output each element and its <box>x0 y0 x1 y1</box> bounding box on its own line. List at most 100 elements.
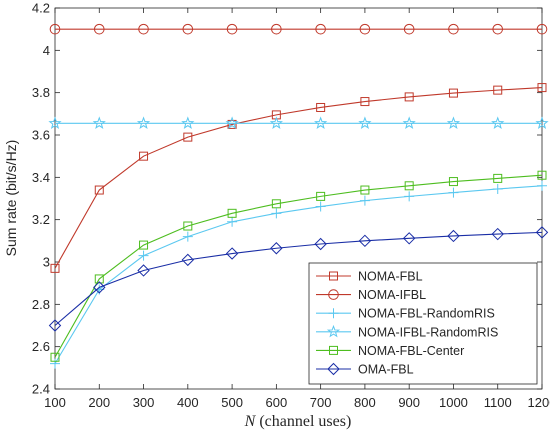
legend-marker <box>326 324 341 338</box>
data-point-noma-fbl <box>448 88 458 98</box>
y-axis-label: Sum rate (bit/s/Hz) <box>3 140 19 257</box>
legend: NOMA-FBL NOMA-IFBL NOMA-FBL-RandomRIS NOMA-… <box>308 262 538 385</box>
data-point-noma-ifbl-randomris <box>181 116 195 129</box>
data-point-noma-ifbl-randomris <box>446 116 461 129</box>
x-tick-label: 300 <box>133 395 155 410</box>
data-point-noma-fbl-center <box>94 274 104 284</box>
y-tick-label: 3.4 <box>32 170 50 185</box>
series-noma-fbl <box>50 83 547 273</box>
legend-label: NOMA-IFBL-RandomRIS <box>358 325 498 339</box>
y-tick-label: 3.2 <box>32 212 50 227</box>
legend-box <box>308 262 538 385</box>
y-tick-label: 3.6 <box>32 128 50 143</box>
data-point-noma-fbl-randomris <box>271 208 282 219</box>
data-point-noma-fbl <box>360 97 370 107</box>
data-point-oma-fbl <box>181 253 195 267</box>
data-point-noma-ifbl-randomris <box>358 116 372 129</box>
legend-entry-noma-ifbl: NOMA-IFBL <box>316 288 426 302</box>
data-point-noma-fbl <box>94 185 104 195</box>
data-point-noma-fbl-randomris <box>537 180 547 191</box>
data-point-noma-fbl-center <box>271 199 281 209</box>
x-tick-label: 400 <box>177 395 199 410</box>
data-point-noma-fbl <box>50 263 60 273</box>
data-point-noma-ifbl-randomris <box>48 116 62 129</box>
data-point-oma-fbl <box>314 237 327 251</box>
data-point-noma-ifbl-randomris <box>491 116 505 129</box>
data-point-noma-fbl-center <box>404 181 414 191</box>
data-point-noma-ifbl <box>182 23 194 35</box>
data-point-noma-ifbl-randomris <box>269 116 283 129</box>
data-point-noma-fbl-randomris <box>492 183 503 194</box>
data-point-noma-fbl-center <box>360 185 370 195</box>
data-point-noma-fbl-center <box>227 208 237 218</box>
series-line-noma-fbl <box>54 87 543 269</box>
data-point-oma-fbl <box>358 234 372 248</box>
data-point-noma-ifbl-randomris <box>314 116 328 129</box>
data-point-oma-fbl <box>225 247 239 260</box>
data-point-noma-fbl-randomris <box>138 250 149 261</box>
data-point-noma-fbl-randomris <box>182 231 193 242</box>
legend-marker <box>328 308 339 319</box>
series-noma-ifbl-randomris <box>48 116 549 129</box>
data-point-noma-ifbl <box>93 23 105 35</box>
series-line-noma-fbl-randomris <box>54 185 543 364</box>
series-noma-fbl-center <box>50 170 547 362</box>
data-point-noma-ifbl <box>271 23 282 35</box>
x-tick-label: 1100 <box>484 395 512 410</box>
data-point-noma-fbl <box>404 92 414 102</box>
data-point-noma-fbl-center <box>50 352 60 362</box>
legend-marker <box>328 289 339 300</box>
x-tick-label: 700 <box>310 395 332 410</box>
series-oma-fbl <box>48 226 549 332</box>
data-point-noma-fbl <box>316 102 326 112</box>
x-tick-label: 600 <box>266 395 288 410</box>
legend-entry-oma-fbl: OMA-FBL <box>316 363 414 377</box>
data-point-noma-fbl-randomris <box>359 195 370 206</box>
data-point-noma-fbl <box>227 119 237 129</box>
legend-marker <box>327 362 340 376</box>
y-tick-label: 2.8 <box>32 297 50 312</box>
legend-label: NOMA-FBL-Center <box>358 344 464 358</box>
legend-label: OMA-FBL <box>358 363 414 377</box>
data-point-noma-ifbl <box>492 23 504 35</box>
series-line-noma-fbl-center <box>54 174 543 358</box>
axis-ticks: 100 200 300 400 500 600 700 800 900 1000 1100 1200 2… <box>32 1 550 411</box>
legend-entry-noma-ifbl-randomris: NOMA-IFBL-RandomRIS <box>316 324 498 339</box>
x-axis-label-variable: N <box>244 413 257 430</box>
x-tick-label: 100 <box>44 395 66 410</box>
data-point-noma-ifbl-randomris <box>535 116 549 129</box>
x-tick-label: 800 <box>354 395 376 410</box>
y-tick-label: 2.4 <box>32 382 50 397</box>
data-point-noma-ifbl <box>536 23 548 35</box>
legend-marker <box>329 345 338 355</box>
y-tick-label: 4 <box>43 43 50 58</box>
data-point-noma-fbl-randomris <box>315 201 326 212</box>
data-point-noma-ifbl-randomris <box>136 116 151 129</box>
series-line-oma-fbl <box>54 231 543 326</box>
data-point-noma-fbl <box>183 132 193 142</box>
data-point-noma-fbl-center <box>183 221 193 231</box>
legend-entry-noma-fbl: NOMA-FBL <box>316 270 423 284</box>
data-point-noma-ifbl <box>49 23 61 35</box>
data-point-noma-ifbl-randomris <box>225 116 239 129</box>
series-group <box>48 23 549 369</box>
x-tick-label: 500 <box>221 395 243 410</box>
data-point-noma-fbl-center <box>316 191 326 201</box>
data-point-noma-ifbl <box>138 23 149 35</box>
data-point-noma-ifbl <box>448 23 459 35</box>
data-point-noma-fbl <box>139 151 149 161</box>
y-tick-label: 3 <box>43 255 50 270</box>
data-point-oma-fbl <box>402 232 416 245</box>
data-point-noma-ifbl <box>315 23 326 35</box>
x-tick-label: 1200 <box>528 395 550 410</box>
data-point-oma-fbl <box>48 319 62 332</box>
data-point-noma-ifbl-randomris <box>92 116 106 129</box>
data-point-oma-fbl <box>93 281 106 294</box>
data-point-noma-fbl-center <box>139 240 149 250</box>
x-axis-label: N (channel uses) <box>244 413 352 430</box>
y-tick-label: 2.6 <box>32 339 50 354</box>
data-point-oma-fbl <box>137 264 150 277</box>
data-point-oma-fbl <box>270 242 283 255</box>
data-point-oma-fbl <box>535 226 549 239</box>
